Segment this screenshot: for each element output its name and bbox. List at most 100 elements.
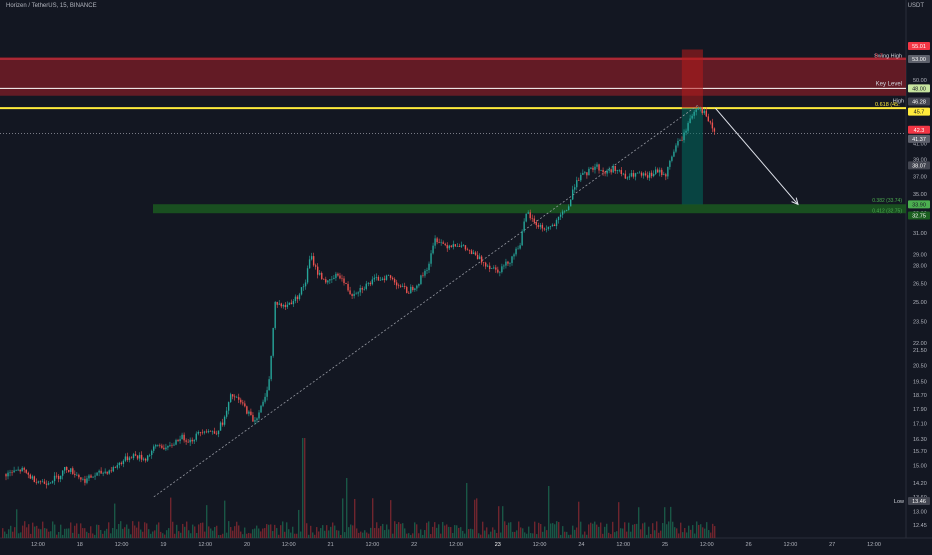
volume-bar [542,531,544,538]
volume-bar [616,531,618,538]
candle-body [122,460,125,464]
x-tick-label: 12:00 [867,542,881,548]
candle-body [272,327,274,356]
volume-bar [186,521,188,538]
candle-body [610,169,612,173]
candle-body [515,248,517,255]
x-tick-label: 12:00 [616,542,630,548]
volume-bar [140,529,142,538]
volume-bar [58,531,60,538]
candle-body [511,256,513,263]
volume-bar [318,531,320,538]
volume-bar [646,534,648,538]
candle-body [495,267,497,270]
candle-body [201,432,204,434]
volume-bar [454,525,456,538]
candle-body [323,279,325,280]
volume-bar [340,534,342,538]
volume-bar [134,525,136,538]
volume-bar [416,524,418,538]
x-tick-label: 12:00 [31,542,45,548]
volume-bar [292,526,294,538]
candle-body [59,475,62,480]
candle-body [470,250,473,255]
candle-body [480,256,483,263]
volume-bar [342,498,344,538]
candle-body [618,170,620,171]
volume-bar [18,533,20,538]
volume-bar [98,524,100,538]
candle-body [76,474,78,476]
fib-0382-label: 0.382 (33.74) [872,198,902,204]
candle-body [691,115,693,119]
volume-bar [130,534,132,538]
volume-bar [334,525,336,538]
volume-bar [462,530,464,538]
candle-body [325,279,327,283]
candle-body [464,245,467,250]
volume-bar [408,533,410,538]
candle-body [231,394,234,397]
candle-body [551,224,554,227]
volume-bar [680,522,682,538]
candle-body [171,445,173,446]
volume-bar [126,524,128,538]
y-tick-label: 22.00 [913,341,927,347]
volume-bar [46,528,48,538]
volume-bar [510,522,512,538]
volume-bar [156,524,158,538]
volume-bar [36,525,38,538]
volume-bar [314,534,316,538]
candle-body [217,430,220,435]
volume-bar [586,534,588,538]
volume-bar [436,527,438,538]
volume-bar [330,526,332,538]
candle-body [484,262,487,267]
volume-bar [618,502,620,538]
fib-trendline [153,104,698,498]
volume-bar [2,528,4,538]
x-tick-label: 12:00 [115,542,129,548]
volume-bar [532,533,534,538]
x-tick-label: 23 [495,542,501,548]
volume-bar [180,532,182,538]
candle-body [173,444,175,446]
volume-bar [432,526,434,538]
candle-body [181,434,183,440]
volume-bar [154,530,156,538]
volume-bar [206,505,208,538]
candle-body [258,412,260,419]
candle-body [219,422,222,431]
volume-bar [192,524,194,538]
candle-body [416,285,418,289]
volume-bar [30,533,32,538]
volume-bar [622,528,624,538]
volume-bar [44,528,46,538]
badge-low: 13.46 [912,499,926,505]
volume-bar [280,525,282,538]
volume-bar [242,534,244,538]
volume-bar [642,523,644,538]
volume-bar [620,528,622,538]
candle-body [452,244,455,247]
volume-bar [548,486,550,538]
candle-body [17,469,19,471]
candle-body [576,180,578,188]
volume-bar [62,534,64,538]
volume-bar [632,524,634,538]
y-tick-label: 15.70 [913,449,927,455]
volume-bar [132,521,134,538]
volume-bar [278,534,280,538]
candle-body [446,245,448,249]
candle-body [207,431,210,433]
symbol-title[interactable]: Horizen / TetherUS, 15, BINANCE [6,3,97,9]
candle-body [314,265,317,267]
candle-body [327,280,329,283]
candle-body [15,470,17,472]
candle-body [667,166,669,177]
volume-bar [512,531,514,538]
volume-bar [298,509,300,538]
key-level-label: Key Level [876,81,902,87]
